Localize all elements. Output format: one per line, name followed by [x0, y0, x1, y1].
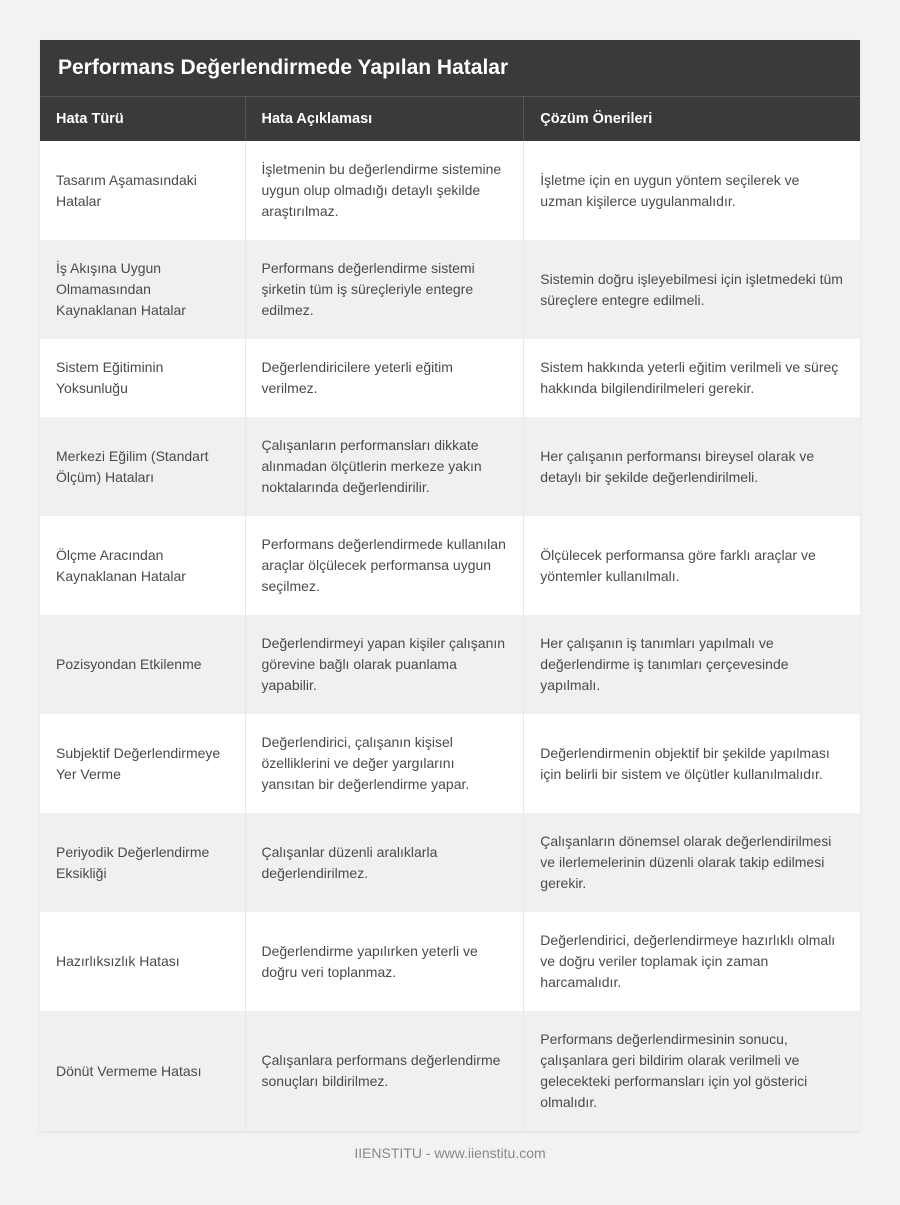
table-row: Ölçme Aracından Kaynaklanan HatalarPerfo…: [40, 516, 860, 615]
cell-error-desc: Değerlendirici, çalışanın kişisel özelli…: [245, 714, 524, 813]
table-row: Sistem Eğitiminin YoksunluğuDeğerlendiri…: [40, 339, 860, 417]
column-header-type: Hata Türü: [40, 97, 245, 141]
table-container: Performans Değerlendirmede Yapılan Hatal…: [40, 40, 860, 1131]
table-row: Merkezi Eğilim (Standart Ölçüm) Hataları…: [40, 417, 860, 516]
table-row: İş Akışına Uygun Olmamasından Kaynaklana…: [40, 240, 860, 339]
cell-solution: Çalışanların dönemsel olarak değerlendir…: [524, 813, 860, 912]
table-title: Performans Değerlendirmede Yapılan Hatal…: [40, 40, 860, 97]
cell-error-type: Ölçme Aracından Kaynaklanan Hatalar: [40, 516, 245, 615]
cell-error-desc: Değerlendiricilere yeterli eğitim verilm…: [245, 339, 524, 417]
cell-solution: Sistemin doğru işleyebilmesi için işletm…: [524, 240, 860, 339]
table-row: Subjektif Değerlendirmeye Yer VermeDeğer…: [40, 714, 860, 813]
cell-error-desc: Çalışanlara performans değerlendirme son…: [245, 1011, 524, 1131]
table-row: Tasarım Aşamasındaki Hatalarİşletmenin b…: [40, 141, 860, 240]
cell-solution: Sistem hakkında yeterli eğitim verilmeli…: [524, 339, 860, 417]
cell-error-type: Tasarım Aşamasındaki Hatalar: [40, 141, 245, 240]
cell-solution: Ölçülecek performansa göre farklı araçla…: [524, 516, 860, 615]
cell-error-desc: Değerlendirme yapılırken yeterli ve doğr…: [245, 912, 524, 1011]
cell-error-type: Periyodik Değerlendirme Eksikliği: [40, 813, 245, 912]
column-header-desc: Hata Açıklaması: [245, 97, 524, 141]
cell-error-type: Pozisyondan Etkilenme: [40, 615, 245, 714]
cell-error-desc: Performans değerlendirme sistemi şirketi…: [245, 240, 524, 339]
cell-solution: Performans değerlendirmesinin sonucu, ça…: [524, 1011, 860, 1131]
column-header-solution: Çözüm Önerileri: [524, 97, 860, 141]
cell-error-desc: Performans değerlendirmede kullanılan ar…: [245, 516, 524, 615]
table-row: Pozisyondan EtkilenmeDeğerlendirmeyi yap…: [40, 615, 860, 714]
cell-solution: Değerlendirici, değerlendirmeye hazırlık…: [524, 912, 860, 1011]
table-row: Periyodik Değerlendirme EksikliğiÇalışan…: [40, 813, 860, 912]
cell-error-desc: Çalışanlar düzenli aralıklarla değerlend…: [245, 813, 524, 912]
cell-error-desc: Değerlendirmeyi yapan kişiler çalışanın …: [245, 615, 524, 714]
cell-solution: İşletme için en uygun yöntem seçilerek v…: [524, 141, 860, 240]
cell-error-desc: Çalışanların performansları dikkate alın…: [245, 417, 524, 516]
cell-error-type: Sistem Eğitiminin Yoksunluğu: [40, 339, 245, 417]
table-row: Hazırlıksızlık HatasıDeğerlendirme yapıl…: [40, 912, 860, 1011]
cell-solution: Her çalışanın iş tanımları yapılmalı ve …: [524, 615, 860, 714]
cell-error-type: Hazırlıksızlık Hatası: [40, 912, 245, 1011]
cell-solution: Değerlendirmenin objektif bir şekilde ya…: [524, 714, 860, 813]
table-row: Dönüt Vermeme HatasıÇalışanlara performa…: [40, 1011, 860, 1131]
errors-table: Hata Türü Hata Açıklaması Çözüm Öneriler…: [40, 97, 860, 1131]
cell-solution: Her çalışanın performansı bireysel olara…: [524, 417, 860, 516]
cell-error-type: Subjektif Değerlendirmeye Yer Verme: [40, 714, 245, 813]
cell-error-type: Dönüt Vermeme Hatası: [40, 1011, 245, 1131]
cell-error-type: Merkezi Eğilim (Standart Ölçüm) Hataları: [40, 417, 245, 516]
table-body: Tasarım Aşamasındaki Hatalarİşletmenin b…: [40, 141, 860, 1131]
footer-text: IIENSTITU - www.iienstitu.com: [40, 1131, 860, 1165]
header-row: Hata Türü Hata Açıklaması Çözüm Öneriler…: [40, 97, 860, 141]
cell-error-desc: İşletmenin bu değerlendirme sistemine uy…: [245, 141, 524, 240]
cell-error-type: İş Akışına Uygun Olmamasından Kaynaklana…: [40, 240, 245, 339]
